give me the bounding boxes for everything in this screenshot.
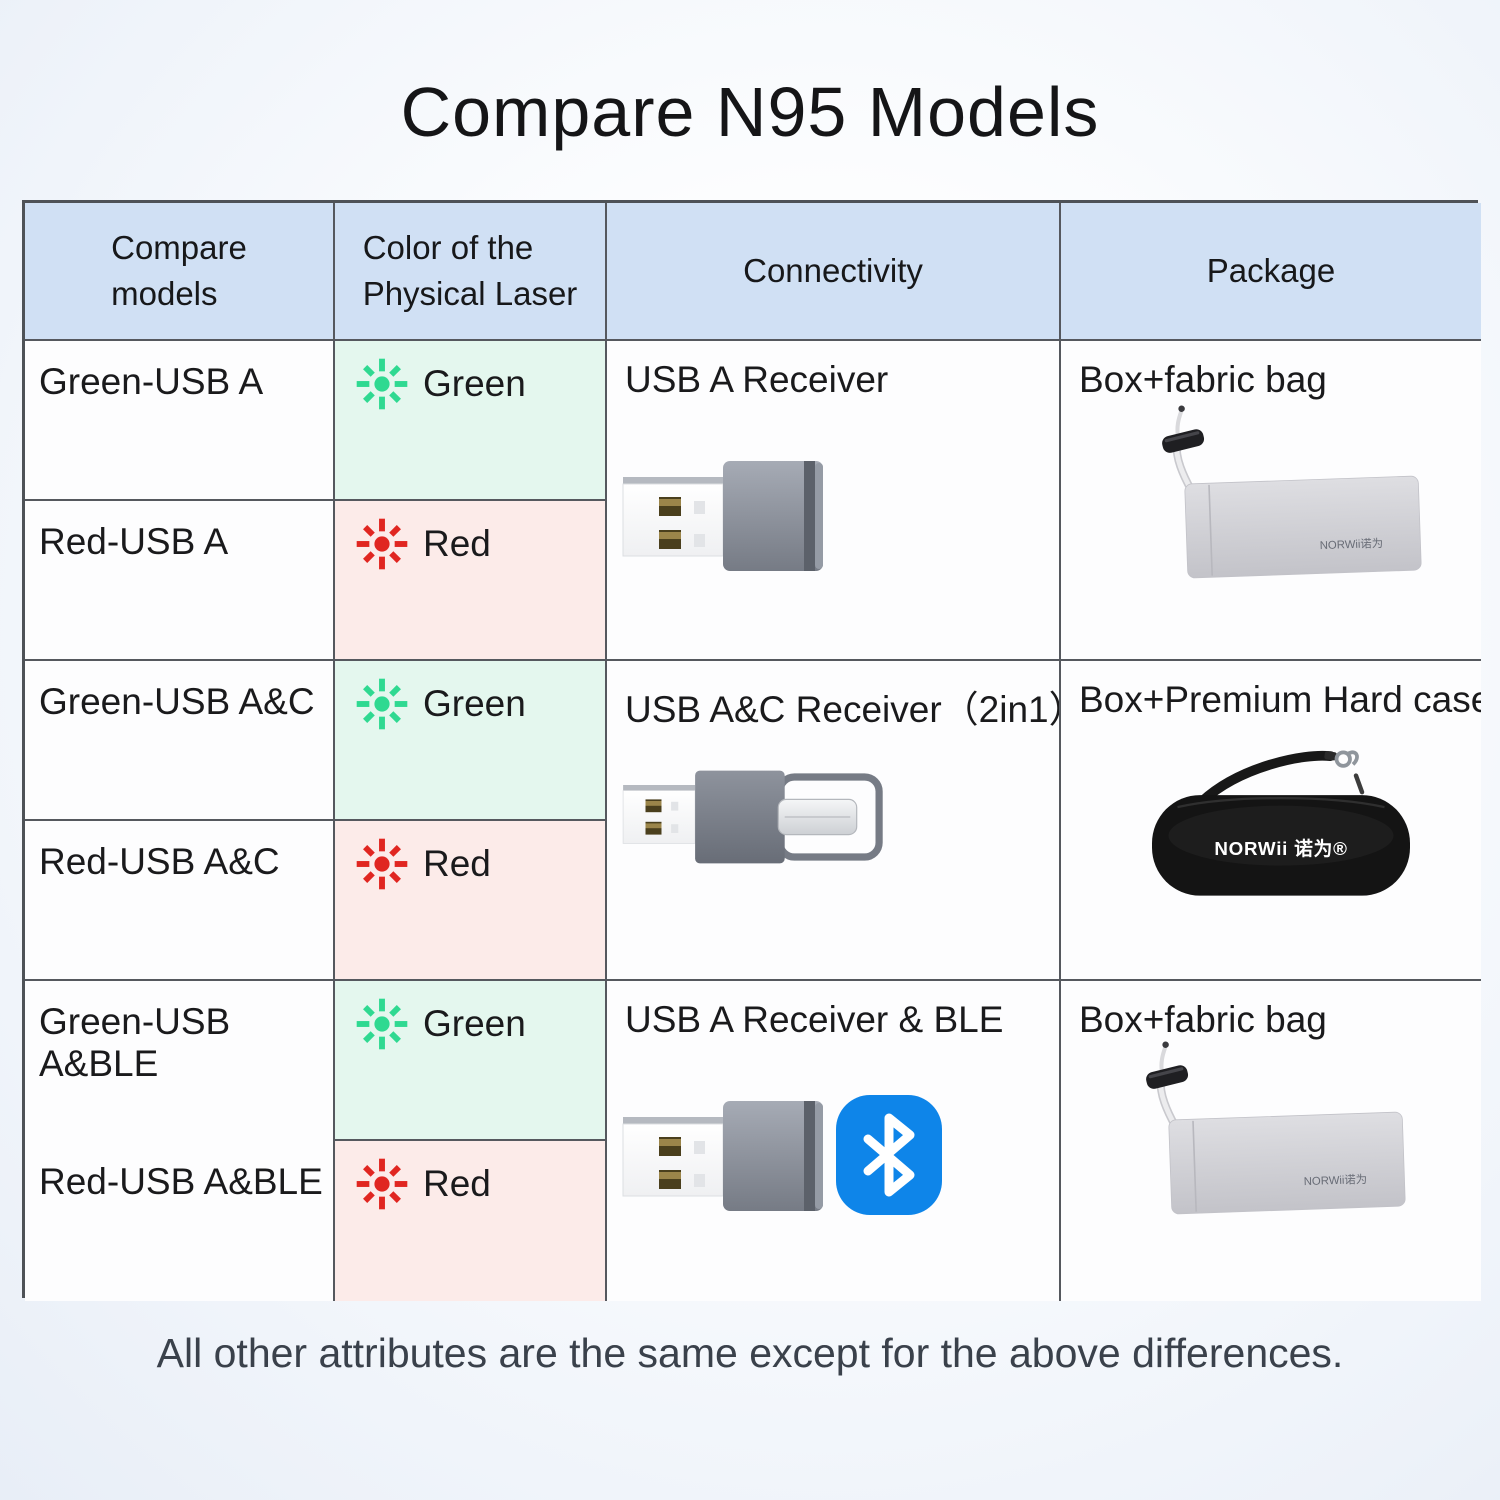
case-brand-text: NORWii 诺为® <box>1214 837 1347 859</box>
header-package: Package <box>1061 203 1481 341</box>
model-red-usb-able: Red-USB A&BLE <box>25 1141 335 1301</box>
header-compare-models-line1: Compare <box>111 228 247 266</box>
header-laser-color-line1: Color of the <box>362 228 534 266</box>
connectivity-usb-a-ble: USB A Receiver & BLE <box>607 981 1061 1301</box>
fabric-bag-image: NORWii诺为 <box>1146 1041 1406 1215</box>
green-laser-icon <box>356 998 408 1050</box>
header-connectivity: Connectivity <box>607 203 1061 341</box>
header-laser-color-line2: Physical Laser <box>362 275 578 312</box>
package-fabric-bag-1: Box+fabric bag NORWii诺为 <box>1061 341 1481 661</box>
laser-cell-red-1: Red <box>335 501 607 661</box>
bag-brand-text: NORWii诺为 <box>1319 537 1383 552</box>
laser-cell-green-1: Green <box>335 341 607 501</box>
model-green-usb-able: Green-USB A&BLE <box>25 981 335 1141</box>
laser-cell-green-2: Green <box>335 661 607 821</box>
model-red-usb-a: Red-USB A <box>25 501 335 661</box>
connectivity-caption: USB A Receiver & BLE <box>625 999 1004 1040</box>
red-laser-icon <box>356 838 408 890</box>
laser-cell-red-3: Red <box>335 1141 607 1301</box>
hard-case-image: NORWii 诺为® <box>1152 750 1410 896</box>
green-laser-icon <box>356 678 408 730</box>
green-laser-icon <box>356 358 408 410</box>
footer-note: All other attributes are the same except… <box>156 1330 1344 1376</box>
package-caption: Box+fabric bag <box>1079 359 1327 400</box>
laser-color-label: Green <box>423 1003 526 1044</box>
laser-color-label: Green <box>423 683 526 724</box>
laser-color-label: Red <box>423 1163 491 1204</box>
connectivity-usb-ac: USB A&C Receiver（2in1） <box>607 661 1061 981</box>
bluetooth-icon <box>836 1095 942 1215</box>
header-laser-color: Color of the Physical Laser <box>335 203 607 341</box>
connectivity-usb-a: USB A Receiver <box>607 341 1061 661</box>
model-green-usb-ac: Green-USB A&C <box>25 661 335 821</box>
laser-color-label: Red <box>423 843 491 884</box>
comparison-table: Compare models Color of the Physical Las… <box>22 200 1481 1301</box>
header-compare-models-line2: models <box>111 275 218 312</box>
red-laser-icon <box>356 518 408 570</box>
laser-color-label: Red <box>423 523 491 564</box>
package-fabric-bag-2: Box+fabric bag NORWii诺为 <box>1061 981 1481 1301</box>
red-laser-icon <box>356 1158 408 1210</box>
model-red-usb-ac: Red-USB A&C <box>25 821 335 981</box>
header-compare-models: Compare models <box>25 203 335 341</box>
usb-a-receiver-image <box>622 1101 823 1211</box>
fabric-bag-image: NORWii诺为 <box>1162 405 1422 579</box>
laser-cell-red-2: Red <box>335 821 607 981</box>
connectivity-caption: USB A&C Receiver（2in1） <box>625 689 1061 730</box>
package-caption: Box+Premium Hard case <box>1079 679 1481 720</box>
laser-cell-green-3: Green <box>335 981 607 1141</box>
usb-ac-2in1-receiver-image <box>622 770 883 864</box>
laser-color-label: Green <box>423 363 526 404</box>
bag-brand-text: NORWii诺为 <box>1303 1173 1367 1188</box>
page-title: Compare N95 Models <box>400 73 1100 151</box>
usb-a-receiver-image <box>622 461 823 571</box>
model-green-usb-a: Green-USB A <box>25 341 335 501</box>
package-hard-case: Box+Premium Hard case NORWii 诺为® <box>1061 661 1481 981</box>
connectivity-caption: USB A Receiver <box>625 359 889 400</box>
package-caption: Box+fabric bag <box>1079 999 1327 1040</box>
